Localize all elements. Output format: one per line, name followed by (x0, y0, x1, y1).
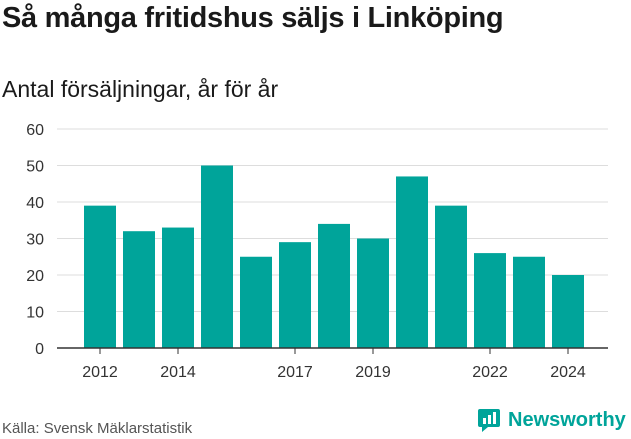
y-axis-tick-labels: 0 10 20 30 40 50 60 (26, 122, 44, 358)
bar-2017 (279, 242, 311, 348)
brand: Newsworthy (476, 407, 626, 433)
bar-2021 (435, 205, 467, 348)
bar-2020 (396, 176, 428, 348)
y-tick-label: 50 (26, 159, 44, 176)
x-axis-ticks: 2012 2014 2017 2019 2022 2024 (82, 348, 586, 381)
x-tick-label: 2022 (472, 364, 508, 381)
x-tick-label: 2019 (355, 364, 391, 381)
x-tick-label: 2014 (160, 364, 196, 381)
source-note: Källa: Svensk Mäklarstatistik (2, 420, 193, 437)
brand-name: Newsworthy (508, 408, 626, 431)
bar-2019 (357, 238, 389, 348)
x-tick-label: 2012 (82, 364, 118, 381)
y-tick-label: 40 (26, 195, 44, 212)
x-tick-label: 2017 (277, 364, 313, 381)
bars (84, 165, 584, 348)
bar-2012 (84, 205, 116, 348)
y-tick-label: 0 (35, 341, 44, 358)
chart-subtitle: Antal försäljningar, år för år (2, 76, 279, 102)
y-tick-label: 60 (26, 122, 44, 139)
bar-2016 (240, 256, 272, 348)
bar-2018 (318, 223, 350, 348)
newsworthy-logo-icon (478, 409, 500, 432)
bar-chart: 0 10 20 30 40 50 60 2012 2014 2017 2019 2022 2024 (26, 122, 608, 381)
chart-title: Så många fritidshus säljs i Linköping (2, 2, 504, 34)
y-tick-label: 30 (26, 232, 44, 249)
y-tick-label: 20 (26, 268, 44, 285)
bar-2023 (513, 256, 545, 348)
bar-2024 (552, 275, 584, 348)
bar-2013 (123, 231, 155, 348)
bar-2015 (201, 165, 233, 348)
x-tick-label: 2024 (550, 364, 586, 381)
y-tick-label: 10 (26, 305, 44, 322)
bar-2022 (474, 253, 506, 348)
bar-2014 (162, 227, 194, 348)
